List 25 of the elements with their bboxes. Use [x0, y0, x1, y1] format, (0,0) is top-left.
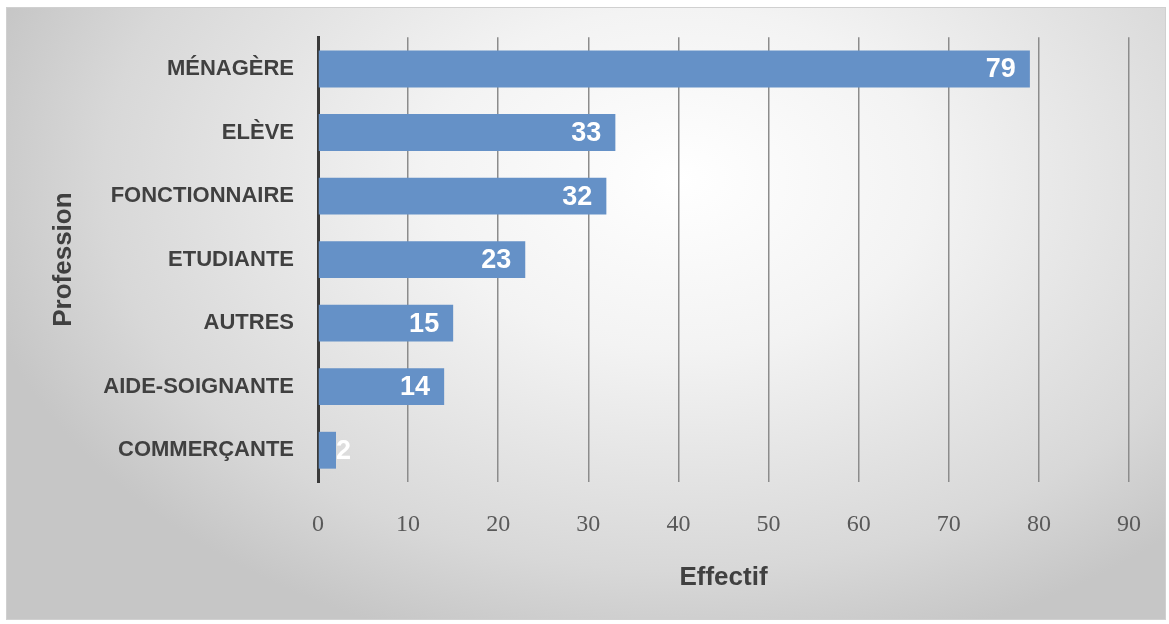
x-tick-label: 20	[486, 509, 511, 536]
x-tick-label: 90	[1117, 509, 1141, 536]
y-tick-label: FONCTIONNAIRE	[110, 182, 294, 208]
data-label: 33	[571, 116, 602, 147]
data-label: 23	[481, 244, 512, 275]
x-tick-label: 0	[312, 509, 324, 536]
x-tick-label: 30	[576, 509, 601, 536]
y-axis-title: Profession	[46, 192, 77, 327]
data-label: 15	[409, 307, 440, 338]
data-label: 14	[400, 371, 431, 402]
y-tick-label: ELÈVE	[221, 118, 294, 144]
y-tick-label: COMMERÇANTE	[118, 436, 294, 462]
data-label: 79	[985, 53, 1016, 84]
y-tick-label: MÉNAGÈRE	[166, 55, 294, 81]
x-tick-label: 80	[1026, 509, 1051, 536]
y-tick-label: ETUDIANTE	[168, 245, 294, 271]
y-tick-label: AIDE-SOIGNANTE	[103, 372, 294, 398]
data-label: 32	[562, 180, 593, 211]
x-tick-label: 70	[936, 509, 961, 536]
y-tick-label: AUTRES	[203, 309, 294, 335]
x-axis-title: Effectif	[679, 560, 768, 591]
x-tick-label: 10	[396, 509, 421, 536]
x-tick-label: 60	[846, 509, 871, 536]
x-tick-label: 40	[666, 509, 691, 536]
x-tick-label: 50	[756, 509, 781, 536]
